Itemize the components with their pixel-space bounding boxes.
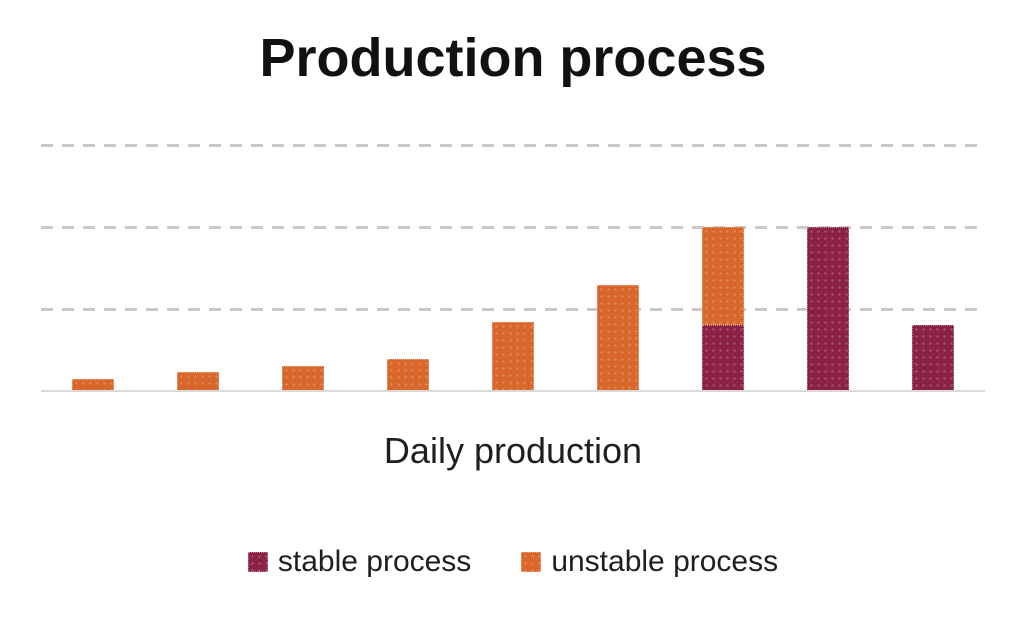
bar-segment-unstable-process — [492, 322, 534, 391]
gridline — [41, 308, 985, 311]
gridline — [41, 226, 985, 229]
chart-title: Production process — [259, 28, 767, 88]
bar-segment-stable-process — [701, 325, 744, 391]
bar-segment-stable-process — [806, 227, 849, 391]
legend-swatch-icon — [247, 552, 268, 572]
legend-item: stable process — [247, 545, 472, 579]
bar-segment-unstable-process — [177, 372, 220, 391]
bar — [911, 120, 954, 391]
x-axis-label: Daily production — [383, 430, 643, 471]
bar-segment-unstable-process — [701, 227, 744, 326]
legend: stable process unstable process — [41, 545, 985, 579]
bar-segment-stable-process — [911, 325, 954, 391]
bar — [806, 120, 849, 391]
legend-swatch-icon — [521, 552, 542, 572]
gridline — [41, 144, 985, 147]
bar — [72, 120, 115, 391]
bar — [492, 120, 534, 391]
bar-segment-unstable-process — [596, 285, 639, 391]
x-axis-line — [41, 390, 985, 392]
bar-segment-unstable-process — [282, 365, 325, 391]
bar — [177, 120, 220, 391]
plot-area — [41, 120, 985, 392]
bar — [701, 120, 744, 391]
bar — [387, 120, 430, 391]
bar-segment-unstable-process — [387, 359, 430, 391]
legend-label: unstable process — [551, 545, 779, 578]
legend-item: unstable process — [521, 545, 778, 579]
legend-label: stable process — [277, 545, 472, 578]
bar — [282, 120, 325, 391]
bar — [596, 120, 639, 391]
